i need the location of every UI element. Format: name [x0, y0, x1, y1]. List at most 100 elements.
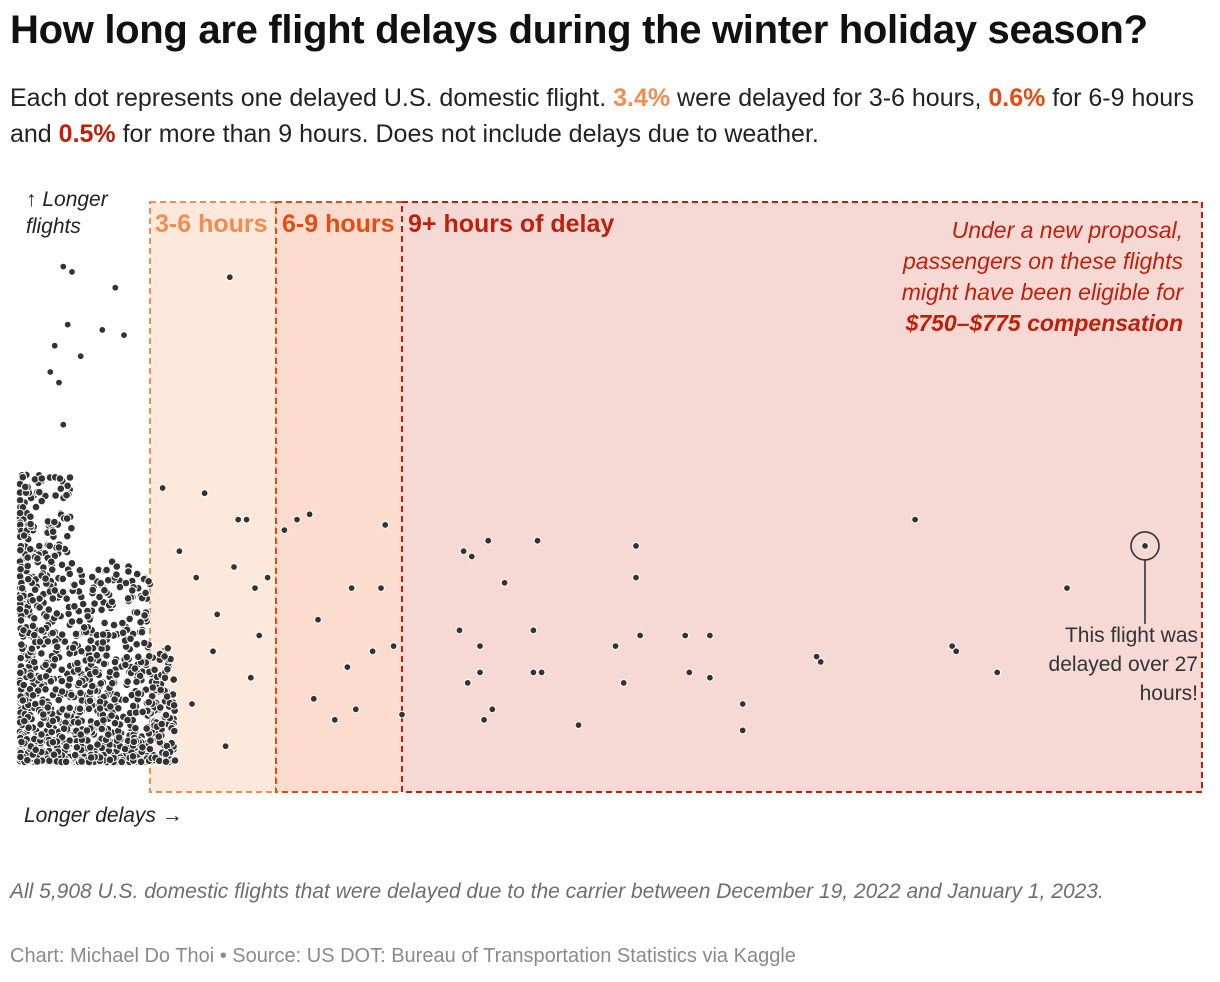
scatter-point	[123, 677, 132, 687]
scatter-point	[16, 668, 25, 678]
scatter-point	[47, 727, 57, 737]
scatter-point	[39, 710, 48, 719]
scatter-point	[200, 489, 209, 498]
scatter-point	[993, 668, 1002, 677]
scatter-point	[67, 559, 77, 568]
scatter-point	[163, 643, 173, 653]
scatter-point	[18, 472, 28, 482]
scatter-point	[82, 726, 92, 735]
band-6-9-area	[275, 201, 403, 793]
scatter-point	[467, 552, 476, 561]
scatter-point	[225, 273, 234, 282]
scatter-point	[83, 612, 92, 621]
scatter-point	[100, 586, 109, 595]
scatter-point	[58, 574, 68, 584]
scatter-point	[636, 631, 644, 640]
scatter-point	[134, 652, 143, 662]
scatter-point	[293, 515, 301, 524]
scatter-point	[131, 723, 140, 733]
scatter-point	[37, 649, 46, 658]
scatter-point	[99, 716, 108, 725]
band-9plus-area	[401, 201, 1203, 793]
scatter-point	[574, 721, 583, 729]
dense-points-cloud	[15, 470, 180, 767]
scatter-point	[122, 652, 132, 662]
scatter-point	[63, 531, 72, 541]
scatter-point	[126, 634, 135, 644]
scatter-point	[27, 644, 37, 654]
scatter-point	[37, 474, 47, 483]
scatter-point	[54, 543, 64, 552]
scatter-point	[455, 626, 464, 635]
scatter-point	[15, 604, 25, 614]
scatter-point	[685, 668, 694, 677]
scatter-point	[368, 647, 377, 656]
subtitle-pct-3-6: 3.4%	[613, 84, 671, 112]
scatter-point	[138, 743, 147, 752]
scatter-point	[59, 724, 69, 734]
scatter-point	[145, 744, 155, 754]
scatter-point	[161, 757, 171, 767]
scatter-point	[146, 736, 155, 746]
x-axis-label: Longer delays →	[24, 804, 183, 827]
proposal-line-2: passengers on these flights	[902, 248, 1184, 274]
scatter-point	[47, 557, 56, 567]
scatter-point	[48, 527, 58, 537]
scatter-point	[156, 685, 165, 695]
scatter-point	[57, 560, 67, 570]
scatter-point	[37, 626, 46, 635]
scatter-point	[738, 726, 747, 735]
scatter-point	[102, 651, 111, 660]
scatter-point	[537, 668, 546, 677]
scatter-point	[26, 671, 35, 680]
scatter-point	[48, 716, 58, 726]
scatter-point	[85, 696, 95, 706]
scatter-point	[65, 473, 75, 482]
scatter-point	[32, 757, 42, 766]
scatter-point	[35, 541, 44, 551]
scatter-point	[37, 496, 47, 506]
scatter-point	[19, 680, 29, 690]
scatter-point	[120, 331, 128, 340]
scatter-point	[133, 689, 143, 698]
scatter-point	[73, 658, 82, 668]
scatter-point	[52, 642, 62, 652]
scatter-point	[29, 657, 39, 667]
scatter-point	[86, 753, 96, 762]
scatter-point	[681, 631, 690, 640]
scatter-point	[19, 531, 29, 540]
scatter-point	[132, 569, 142, 579]
subtitle-text-4: for more than 9 hours. Does not include …	[115, 120, 819, 148]
scatter-point	[102, 565, 111, 575]
scatter-point	[816, 658, 825, 666]
scatter-point	[77, 757, 86, 766]
scatter-point	[123, 594, 133, 603]
scatter-point	[115, 582, 125, 592]
scatter-point	[738, 700, 747, 708]
scatter-point	[110, 718, 120, 728]
scatter-point	[96, 578, 105, 588]
scatter-point	[15, 593, 25, 603]
scatter-point	[67, 690, 76, 700]
scatter-point	[154, 732, 164, 741]
subtitle-pct-6-9: 0.6%	[988, 84, 1046, 112]
scatter-chart: 3-6 hours 6-9 hours 9+ hours of delay Un…	[15, 188, 1203, 827]
scatter-point	[128, 752, 138, 761]
scatter-point	[57, 665, 67, 675]
scatter-point	[255, 631, 264, 640]
scatter-point	[118, 618, 127, 628]
delay-bands	[149, 201, 1203, 793]
subtitle-text-2: were delayed for 3-6 hours,	[670, 84, 989, 112]
scatter-point	[138, 707, 147, 717]
scatter-point	[28, 691, 38, 700]
scatter-point	[136, 757, 146, 767]
scatter-point	[121, 660, 130, 670]
scatter-point	[73, 718, 83, 727]
scatter-point	[476, 642, 484, 651]
scatter-point	[105, 755, 115, 765]
scatter-point	[480, 715, 489, 724]
scatter-point	[41, 685, 50, 694]
scatter-point	[911, 515, 919, 524]
scatter-point	[62, 742, 71, 751]
scatter-point	[86, 636, 95, 646]
